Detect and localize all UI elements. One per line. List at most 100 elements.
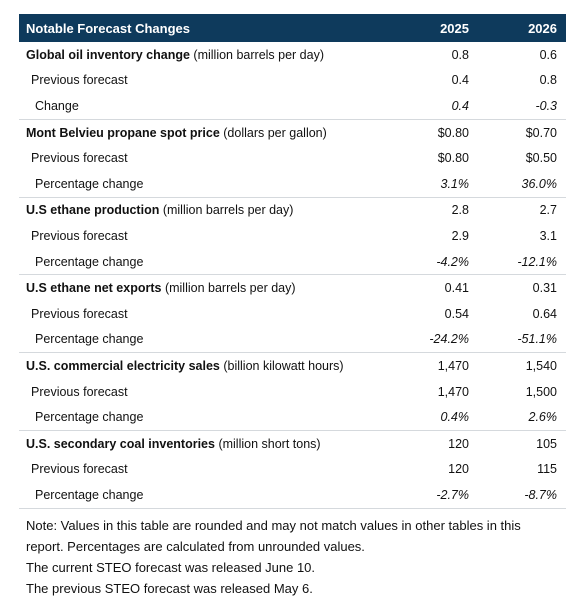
table-bottom-divider: [19, 507, 566, 509]
table-row: Percentage change -2.7% -8.7%: [19, 482, 566, 508]
change-2026: -12.1%: [517, 254, 557, 269]
value-2026: 0.6: [539, 47, 557, 62]
table-row: U.S. commercial electricity sales (billi…: [19, 353, 566, 379]
value-2025: 0.8: [451, 47, 469, 62]
previous-2025: 0.4: [451, 73, 469, 88]
table-title: Notable Forecast Changes: [26, 20, 190, 36]
previous-forecast-label: Previous forecast: [31, 228, 128, 243]
previous-2026: 0.8: [539, 73, 557, 88]
previous-forecast-label: Previous forecast: [31, 73, 128, 88]
value-2026: 1,540: [525, 358, 557, 373]
metric-name: U.S. secondary coal inventories: [26, 436, 215, 451]
previous-2025: $0.80: [437, 151, 469, 166]
note-rounding: Note: Values in this table are rounded a…: [26, 517, 521, 554]
table-row: U.S ethane net exports (million barrels …: [19, 275, 566, 301]
previous-2026: 0.64: [532, 306, 557, 321]
change-2026: -51.1%: [517, 332, 557, 347]
metric-label: U.S. secondary coal inventories (million…: [19, 437, 393, 451]
table-group: U.S. commercial electricity sales (billi…: [19, 352, 566, 430]
metric-unit: (million short tons): [218, 436, 321, 451]
value-2025: $0.80: [437, 125, 469, 140]
table-group: U.S ethane production (million barrels p…: [19, 196, 566, 275]
value-2025: 120: [448, 436, 469, 451]
change-label: Percentage change: [35, 176, 144, 191]
value-2026: 105: [536, 436, 557, 451]
value-2025: 1,470: [437, 358, 469, 373]
table-row: Percentage change 0.4% 2.6%: [19, 404, 566, 430]
previous-forecast-label: Previous forecast: [31, 462, 128, 477]
previous-forecast-label: Previous forecast: [31, 306, 128, 321]
table-row: Global oil inventory change (million bar…: [19, 42, 566, 68]
previous-2026: 115: [537, 462, 557, 477]
note-current-release: The current STEO forecast was released J…: [26, 559, 316, 575]
change-label: Percentage change: [35, 410, 144, 425]
change-2025: -24.2%: [429, 332, 469, 347]
metric-name: U.S ethane production: [26, 203, 160, 218]
change-label: Percentage change: [35, 487, 144, 502]
previous-forecast-label: Previous forecast: [31, 151, 128, 166]
metric-unit: (million barrels per day): [193, 47, 325, 62]
column-header-2026: 2026: [528, 20, 557, 36]
change-2025: 3.1%: [440, 176, 470, 191]
table-group: U.S ethane net exports (million barrels …: [19, 274, 566, 352]
table-row: Percentage change -4.2% -12.1%: [19, 249, 566, 275]
forecast-changes-table: Notable Forecast Changes 2025 2026 Globa…: [19, 14, 566, 599]
metric-label: U.S ethane production (million barrels p…: [19, 203, 393, 217]
change-2026: 36.0%: [521, 176, 557, 191]
table-row: Previous forecast 2.9 3.1: [19, 223, 566, 249]
previous-2026: 1,500: [525, 384, 557, 399]
change-2025: -2.7%: [436, 487, 469, 502]
table-row: Previous forecast 120 115: [19, 457, 566, 483]
table-row: Previous forecast 0.4 0.8: [19, 68, 566, 94]
table-row: Mont Belvieu propane spot price (dollars…: [19, 120, 566, 146]
table-row: U.S. secondary coal inventories (million…: [19, 431, 566, 457]
table-row: Previous forecast 1,470 1,500: [19, 379, 566, 405]
change-2025: 0.4: [451, 98, 469, 113]
change-label: Change: [35, 98, 79, 113]
change-2025: 0.4%: [440, 410, 470, 425]
previous-2025: 2.9: [451, 228, 469, 243]
table-header: Notable Forecast Changes 2025 2026: [19, 14, 566, 42]
note-previous-release: The previous STEO forecast was released …: [26, 580, 313, 596]
change-2026: -0.3: [535, 98, 557, 113]
previous-forecast-label: Previous forecast: [31, 384, 128, 399]
previous-2025: 0.54: [444, 306, 469, 321]
previous-2026: 3.1: [539, 228, 557, 243]
metric-name: U.S. commercial electricity sales: [26, 358, 220, 373]
metric-unit: (million barrels per day): [162, 203, 294, 218]
table-group: Mont Belvieu propane spot price (dollars…: [19, 118, 566, 197]
metric-name: Mont Belvieu propane spot price: [26, 125, 220, 140]
change-2026: -8.7%: [524, 487, 557, 502]
metric-unit: (dollars per gallon): [223, 125, 327, 140]
table-row: Previous forecast $0.80 $0.50: [19, 145, 566, 171]
metric-label: U.S ethane net exports (million barrels …: [19, 281, 393, 295]
change-label: Percentage change: [35, 254, 144, 269]
table-group: Global oil inventory change (million bar…: [19, 42, 566, 119]
metric-unit: (billion kilowatt hours): [223, 358, 344, 373]
value-2026: 0.31: [532, 281, 557, 296]
change-2025: -4.2%: [436, 254, 469, 269]
value-2026: 2.7: [539, 203, 557, 218]
table-body: Global oil inventory change (million bar…: [19, 42, 566, 508]
value-2025: 0.41: [444, 281, 469, 296]
value-2026: $0.70: [525, 125, 557, 140]
change-label: Percentage change: [35, 332, 144, 347]
previous-2025: 1,470: [437, 384, 469, 399]
metric-unit: (million barrels per day): [164, 281, 296, 296]
metric-label: Global oil inventory change (million bar…: [19, 48, 393, 62]
table-row: Percentage change 3.1% 36.0%: [19, 171, 566, 197]
table-row: Change 0.4 -0.3: [19, 93, 566, 119]
change-2026: 2.6%: [528, 410, 558, 425]
table-note: Note: Values in this table are rounded a…: [19, 515, 556, 599]
metric-name: U.S ethane net exports: [26, 281, 162, 296]
table-group: U.S. secondary coal inventories (million…: [19, 429, 566, 508]
metric-label: U.S. commercial electricity sales (billi…: [19, 359, 393, 373]
column-header-2025: 2025: [440, 20, 469, 36]
table-row: Previous forecast 0.54 0.64: [19, 301, 566, 327]
metric-name: Global oil inventory change: [26, 47, 190, 62]
table-row: Percentage change -24.2% -51.1%: [19, 327, 566, 353]
previous-2025: 120: [448, 462, 469, 477]
table-row: U.S ethane production (million barrels p…: [19, 198, 566, 224]
value-2025: 2.8: [451, 203, 469, 218]
metric-label: Mont Belvieu propane spot price (dollars…: [19, 126, 393, 140]
